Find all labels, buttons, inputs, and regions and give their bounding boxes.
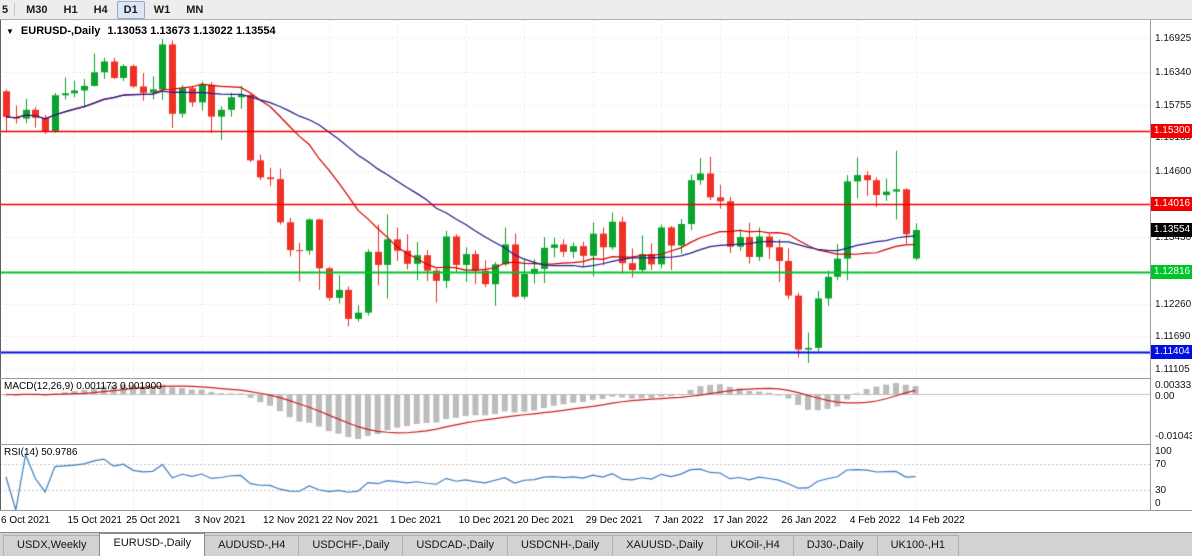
date-tick-label: 6 Oct 2021: [1, 515, 50, 526]
date-tick-label: 17 Jan 2022: [712, 515, 768, 526]
time-axis[interactable]: 6 Oct 2021 15 Oct 2021 25 Oct 2021 3 Nov 20…: [0, 511, 1192, 532]
price-tick-label: 1.12260: [1155, 298, 1192, 310]
price-tick-label: 1.15755: [1155, 99, 1192, 111]
tab-usdcnh-daily[interactable]: USDCNH-,Daily: [506, 535, 614, 556]
panel-separator[interactable]: [0, 378, 1192, 379]
timeframe-button-d1[interactable]: D1: [116, 0, 145, 19]
timeframe-button-m30[interactable]: M30: [26, 3, 48, 16]
hline-price-badge: 1.15300: [1151, 123, 1192, 138]
timeframe-button-mn[interactable]: MN: [186, 3, 204, 16]
macd-axis-label: 0.003331: [1155, 380, 1192, 391]
tab-dj30-daily[interactable]: DJ30-,Daily: [792, 535, 878, 556]
tab-usdx-weekly[interactable]: USDX,Weekly: [3, 535, 101, 556]
price-tick-label: 1.14600: [1155, 165, 1192, 177]
price-chart-canvas[interactable]: [0, 20, 1150, 510]
current-price-badge: 1.13554: [1151, 223, 1192, 238]
hline-price-badge: 1.11404: [1151, 345, 1192, 360]
date-tick-label: 15 Oct 2021: [67, 515, 122, 526]
timeframe-button-partial[interactable]: 5: [2, 3, 9, 16]
hline-price-badge: 1.14016: [1151, 196, 1192, 211]
macd-axis-label: 0.00: [1155, 390, 1175, 402]
toolbar-separator: [14, 3, 16, 16]
tab-audusd-h4[interactable]: AUDUSD-,H4: [204, 535, 300, 556]
date-tick-label: 26 Jan 2022: [781, 515, 837, 526]
panel-separator[interactable]: [0, 510, 1192, 511]
price-tick-label: 1.16340: [1155, 66, 1192, 78]
chart-window-edge: [0, 20, 1, 532]
date-tick-label: 1 Dec 2021: [390, 515, 442, 526]
date-tick-label: 25 Oct 2021: [126, 515, 181, 526]
tab-ukoil-h4[interactable]: UKOil-,H4: [716, 535, 794, 556]
rsi-axis-label: 70: [1155, 458, 1167, 470]
tab-xauusd-daily[interactable]: XAUUSD-,Daily: [612, 535, 718, 556]
price-tick-label: 1.11105: [1155, 364, 1190, 376]
chart-region: ▼ EURUSD-,Daily 1.13053 1.13673 1.13022 …: [0, 20, 1192, 532]
price-tick-label: 1.16925: [1155, 33, 1192, 45]
date-tick-label: 14 Feb 2022: [908, 515, 965, 526]
date-tick-label: 10 Dec 2021: [458, 515, 516, 526]
tab-usdchf-daily[interactable]: USDCHF-,Daily: [298, 535, 404, 556]
price-tick-label: 1.13430: [1155, 232, 1192, 244]
date-tick-label: 20 Dec 2021: [517, 515, 575, 526]
tab-usdcad-daily[interactable]: USDCAD-,Daily: [402, 535, 508, 556]
date-tick-label: 22 Nov 2021: [321, 515, 379, 526]
rsi-axis-label: 30: [1155, 485, 1167, 497]
panel-separator[interactable]: [0, 444, 1192, 445]
date-tick-label: 29 Dec 2021: [585, 515, 643, 526]
timeframe-toolbar: 5 M30 H1 H4 D1 W1 MN: [0, 0, 1192, 20]
date-tick-label: 7 Jan 2022: [654, 515, 704, 526]
price-tick-label: 1.11690: [1155, 330, 1191, 342]
date-tick-label: 3 Nov 2021: [194, 515, 246, 526]
macd-axis-label: -0.010435: [1155, 431, 1192, 442]
timeframe-button-w1[interactable]: W1: [153, 3, 171, 16]
price-axis[interactable]: 1.13554 1.16925 1.16340 1.15755 1.15185 1.14…: [1150, 20, 1192, 510]
tab-uk100-h1[interactable]: UK100-,H1: [876, 535, 960, 556]
chart-tab-bar: USDX,Weekly EURUSD-,Daily AUDUSD-,H4 USDCHF…: [0, 532, 1192, 556]
rsi-axis-label: 100: [1155, 446, 1172, 457]
tab-eurusd-daily[interactable]: EURUSD-,Daily: [99, 533, 206, 556]
rsi-axis-label: 0: [1155, 498, 1161, 509]
date-tick-label: 4 Feb 2022: [849, 515, 901, 526]
date-tick-label: 12 Nov 2021: [263, 515, 320, 526]
timeframe-button-h1[interactable]: H1: [63, 3, 78, 16]
timeframe-button-h4[interactable]: H4: [93, 3, 108, 16]
price-tick-label: 1.15185: [1155, 132, 1192, 144]
hline-price-badge: 1.12816: [1151, 264, 1192, 279]
